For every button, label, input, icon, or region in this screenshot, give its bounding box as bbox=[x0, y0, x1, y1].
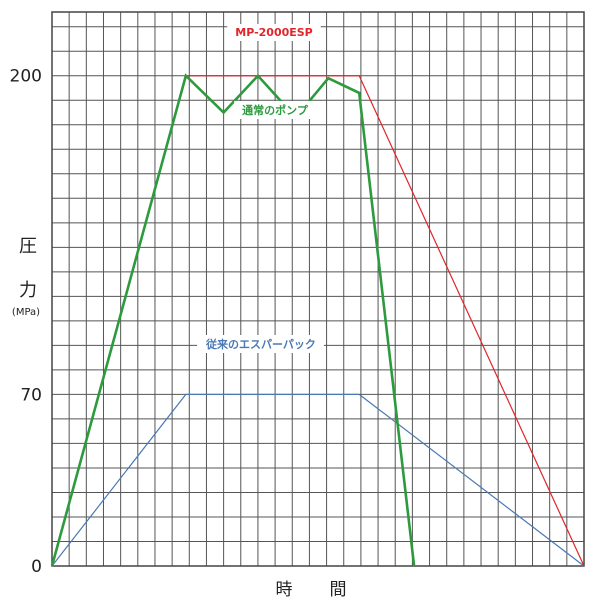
series-label-1: MP-2000ESP bbox=[227, 24, 321, 41]
x-axis-label: 時 間 bbox=[276, 580, 357, 600]
series-label-text: MP-2000ESP bbox=[235, 26, 313, 39]
y-axis-unit: (MPa) bbox=[12, 307, 40, 318]
series-line-2 bbox=[50, 73, 416, 567]
y-tick-label: 70 bbox=[20, 385, 42, 405]
plot-frame bbox=[51, 11, 585, 567]
series-line-3 bbox=[51, 393, 585, 567]
series-label-background bbox=[234, 101, 317, 119]
y-tick-label: 200 bbox=[10, 67, 42, 87]
series-label-background bbox=[227, 24, 321, 41]
y-tick-labels: 0 70 200 bbox=[10, 67, 42, 577]
series-label-2: 通常のポンプ bbox=[234, 101, 317, 119]
series-lines bbox=[50, 73, 585, 567]
series-label-text: 通常のポンプ bbox=[242, 103, 309, 117]
y-axis-label-char-1: 圧 bbox=[19, 236, 37, 257]
series-label-background bbox=[197, 335, 324, 353]
grid bbox=[51, 11, 585, 567]
series-label-3: 従来のエスパーパック bbox=[197, 335, 324, 353]
series-label-text: 従来のエスパーパック bbox=[205, 337, 316, 351]
y-axis-label-char-2: 力 bbox=[19, 280, 37, 301]
y-tick-label: 0 bbox=[31, 557, 42, 577]
